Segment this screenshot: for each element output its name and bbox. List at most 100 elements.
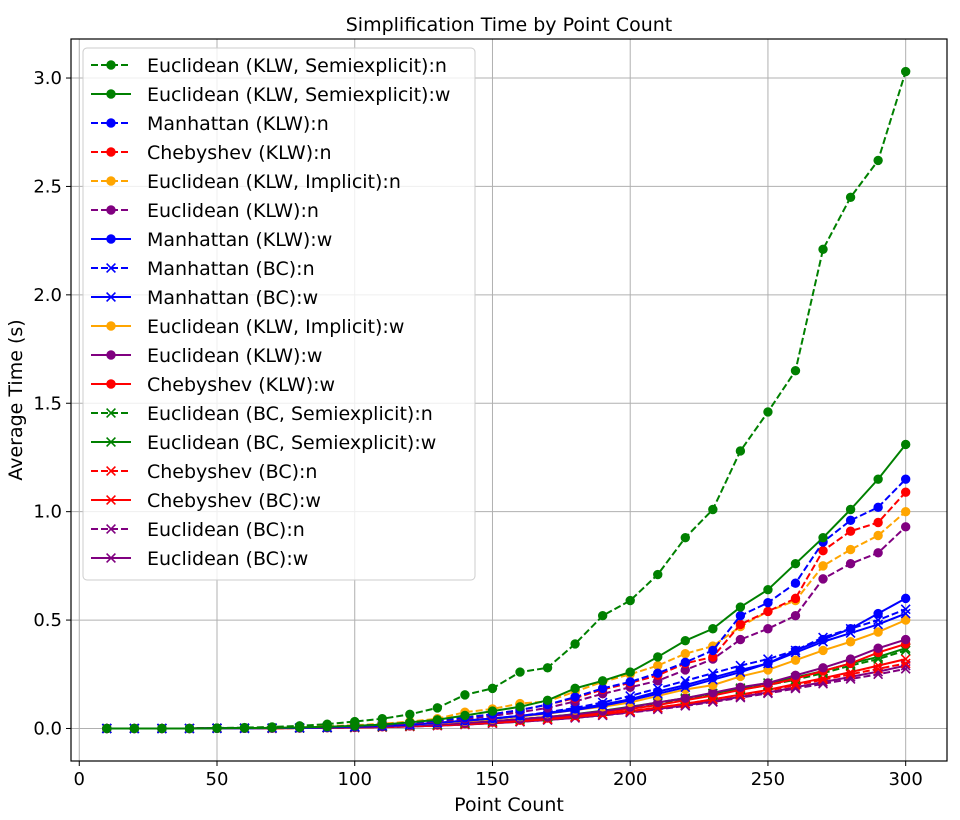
data-point [735,682,746,692]
x-tick-label: 0 [74,769,85,790]
data-point [790,670,801,681]
data-point [845,654,856,664]
data-point [708,624,718,634]
data-point [790,611,801,621]
legend-marker [106,147,116,157]
data-point [597,676,608,686]
legend-label: Chebyshev (BC):n [147,461,317,483]
data-point [790,655,801,665]
data-point [845,624,856,634]
data-point [873,548,883,558]
data-point [818,663,828,673]
legend: Euclidean (KLW, Semiexplicit):n Euclidean… [82,47,476,581]
data-point [873,502,883,513]
data-point [515,667,525,677]
data-point [460,710,470,721]
data-point [157,723,167,734]
data-point [900,615,911,625]
y-tick-label: 2.5 [33,176,62,197]
data-point [653,569,663,580]
data-point [405,709,415,720]
data-point [735,602,746,612]
legend-label: Chebyshev (KLW):n [147,142,332,164]
data-point [735,446,746,456]
data-point [487,683,498,694]
data-point [873,608,883,619]
legend-marker [106,234,116,244]
data-point [680,693,691,703]
series-0 [102,66,911,734]
legend-item: Chebyshev (BC):n [91,461,317,483]
data-point [597,699,608,710]
data-point [294,721,305,731]
data-point [900,593,911,604]
y-tick-label: 0.5 [33,610,62,631]
data-point [900,658,911,669]
data-point [845,637,856,647]
data-point [267,722,277,732]
x-tick-label: 100 [338,769,372,790]
data-point [653,652,663,662]
legend-marker [106,350,116,360]
legend-marker [106,466,116,476]
data-point [873,643,883,653]
data-point [845,544,856,555]
data-point [708,645,718,656]
data-point [542,663,553,673]
data-point [708,504,718,515]
data-point [790,366,801,376]
legend-label: Euclidean (BC, Semiexplicit):n [147,403,433,425]
legend-marker [106,553,116,563]
legend-label: Manhattan (KLW):n [147,113,329,135]
legend-item: Euclidean (KLW, Semiexplicit):w [91,84,450,106]
data-point [735,611,746,621]
y-axis-label: Average Time (s) [5,319,27,480]
data-point [900,439,911,450]
data-point [818,634,828,645]
data-point [570,683,580,694]
data-point [735,665,746,675]
data-point [763,658,773,669]
legend-marker [106,263,116,273]
legend-label: Euclidean (KLW):w [147,345,322,367]
data-point [708,672,718,683]
data-point [845,515,856,526]
data-point [322,719,332,729]
legend-label: Euclidean (BC, Semiexplicit):w [147,432,436,454]
data-point [680,657,691,668]
data-point [790,593,801,604]
data-point [900,654,911,665]
legend-label: Euclidean (BC):n [147,519,305,541]
data-point [818,645,828,656]
data-point [845,526,856,536]
legend-item: Euclidean (KLW):w [91,345,322,367]
legend-marker [106,89,116,99]
legend-item: Euclidean (KLW, Semiexplicit):n [91,55,447,77]
data-point [845,669,856,680]
legend-marker [106,176,116,186]
data-point [873,155,883,166]
legend-marker [106,408,116,418]
legend-item: Euclidean (BC):n [91,519,305,541]
data-point [653,668,663,678]
data-point [818,545,828,556]
legend-item: Chebyshev (BC):w [91,490,321,512]
y-tick-label: 0.0 [33,718,62,739]
legend-label: Euclidean (KLW, Semiexplicit):w [147,84,450,106]
data-point [377,714,387,724]
data-point [763,678,773,688]
data-point [790,645,801,656]
x-axis-label: Point Count [454,794,564,816]
data-point [680,635,691,646]
data-point [818,244,828,255]
legend-marker [106,292,116,302]
data-point [625,667,635,677]
legend-marker [106,495,116,505]
data-point [873,627,883,637]
legend-item: Manhattan (KLW):w [91,229,332,251]
legend-marker [106,205,116,215]
data-point [350,716,360,727]
legend-label: Chebyshev (KLW):w [147,374,335,396]
x-tick-label: 150 [475,769,509,790]
data-point [542,695,553,705]
